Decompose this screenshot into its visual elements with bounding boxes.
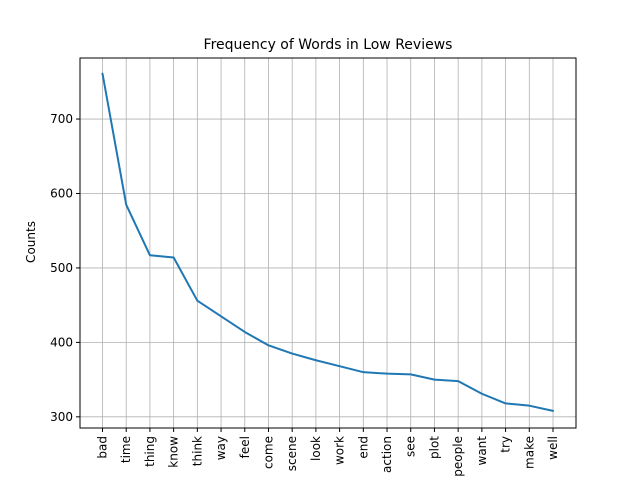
y-tick-label-600: 600 [50, 186, 73, 200]
x-tick-label-try: try [499, 436, 513, 453]
y-tick-label-500: 500 [50, 261, 73, 275]
x-tick-label-come: come [261, 436, 275, 469]
x-tick-label-thing: thing [143, 436, 157, 467]
series-lines [101, 72, 554, 412]
x-tick-label-people: people [451, 436, 465, 477]
chart-title: Frequency of Words in Low Reviews [204, 37, 453, 53]
x-ticks: bad time thing know think way feel come scene loo… [96, 428, 560, 477]
x-tick-label-think: think [190, 436, 204, 466]
x-tick-label-look: look [309, 436, 323, 461]
x-tick-label-time: time [119, 436, 133, 463]
x-tick-label-feel: feel [238, 436, 252, 458]
y-ticks: 300 400 500 600 700 [50, 112, 80, 424]
y-tick-label-400: 400 [50, 335, 73, 349]
x-tick-label-end: end [356, 436, 370, 459]
series-line-0 [101, 72, 554, 412]
plot-frame [79, 57, 577, 429]
x-tick-label-work: work [333, 436, 347, 465]
x-tick-label-action: action [380, 436, 394, 473]
y-axis-label: Counts [24, 221, 38, 263]
x-tick-label-scene: scene [285, 436, 299, 471]
x-tick-label-know: know [167, 436, 181, 468]
x-tick-label-well: well [546, 436, 560, 460]
x-tick-label-way: way [214, 436, 228, 460]
x-tick-label-want: want [475, 436, 489, 466]
x-tick-label-bad: bad [96, 436, 110, 459]
y-tick-label-300: 300 [50, 410, 73, 424]
x-tick-label-see: see [404, 436, 418, 457]
y-tick-label-700: 700 [50, 112, 73, 126]
x-tick-label-make: make [522, 436, 536, 469]
x-tick-label-plot: plot [427, 436, 441, 459]
